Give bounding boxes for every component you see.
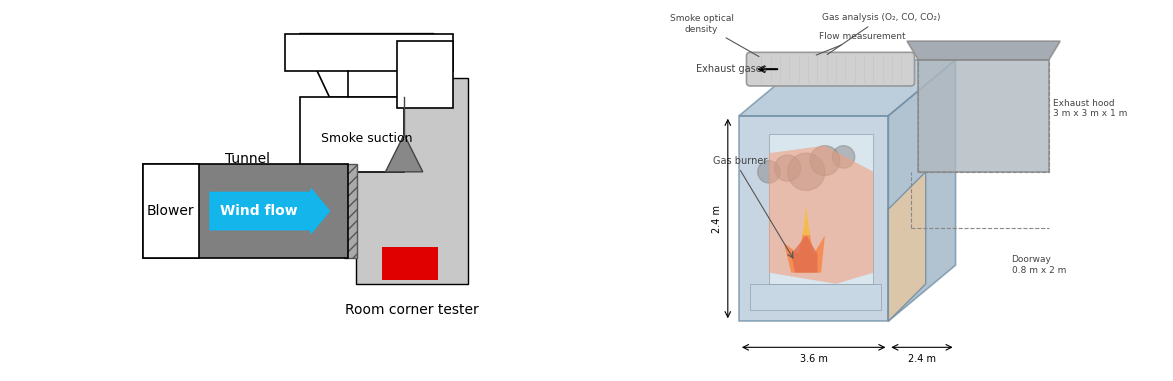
Polygon shape [768, 146, 874, 284]
FancyArrow shape [210, 189, 330, 234]
Polygon shape [386, 134, 422, 172]
FancyBboxPatch shape [345, 164, 358, 258]
Polygon shape [739, 116, 888, 321]
Text: Gas burner: Gas burner [713, 155, 767, 166]
Text: Blower: Blower [147, 204, 195, 218]
FancyBboxPatch shape [381, 247, 438, 280]
Polygon shape [299, 34, 434, 97]
FancyBboxPatch shape [746, 52, 915, 86]
FancyBboxPatch shape [143, 164, 198, 258]
Text: Wind flow: Wind flow [219, 204, 297, 218]
Polygon shape [739, 60, 956, 116]
Circle shape [774, 155, 801, 181]
FancyBboxPatch shape [285, 34, 453, 71]
Text: 2.4 m: 2.4 m [712, 205, 721, 232]
Polygon shape [918, 60, 1049, 172]
Text: Doorway
0.8 m x 2 m: Doorway 0.8 m x 2 m [1011, 256, 1066, 275]
Text: 3.6 m: 3.6 m [800, 354, 828, 363]
FancyBboxPatch shape [396, 41, 453, 108]
Circle shape [758, 161, 780, 183]
Text: Room corner tester: Room corner tester [345, 303, 479, 317]
Polygon shape [888, 172, 925, 321]
Polygon shape [888, 60, 956, 321]
Polygon shape [802, 205, 809, 235]
Text: 2.4 m: 2.4 m [908, 354, 936, 363]
Circle shape [787, 153, 825, 190]
Polygon shape [792, 235, 818, 273]
Text: Exhaust hood
3 m x 3 m x 1 m: Exhaust hood 3 m x 3 m x 1 m [1052, 99, 1127, 118]
Text: Smoke suction: Smoke suction [321, 132, 413, 145]
Polygon shape [768, 134, 874, 284]
Text: Flow measurement: Flow measurement [816, 32, 906, 55]
Text: Gas analysis (O₂, CO, CO₂): Gas analysis (O₂, CO, CO₂) [821, 13, 940, 54]
FancyBboxPatch shape [355, 78, 468, 284]
Circle shape [833, 146, 855, 168]
Polygon shape [907, 41, 1060, 60]
FancyBboxPatch shape [299, 97, 405, 172]
FancyBboxPatch shape [143, 164, 348, 258]
Polygon shape [751, 284, 881, 310]
Text: Smoke optical
density: Smoke optical density [670, 14, 759, 56]
Circle shape [809, 146, 840, 176]
Polygon shape [784, 217, 825, 273]
Text: Exhaust gases: Exhaust gases [696, 64, 767, 74]
Text: Tunnel: Tunnel [225, 152, 270, 166]
